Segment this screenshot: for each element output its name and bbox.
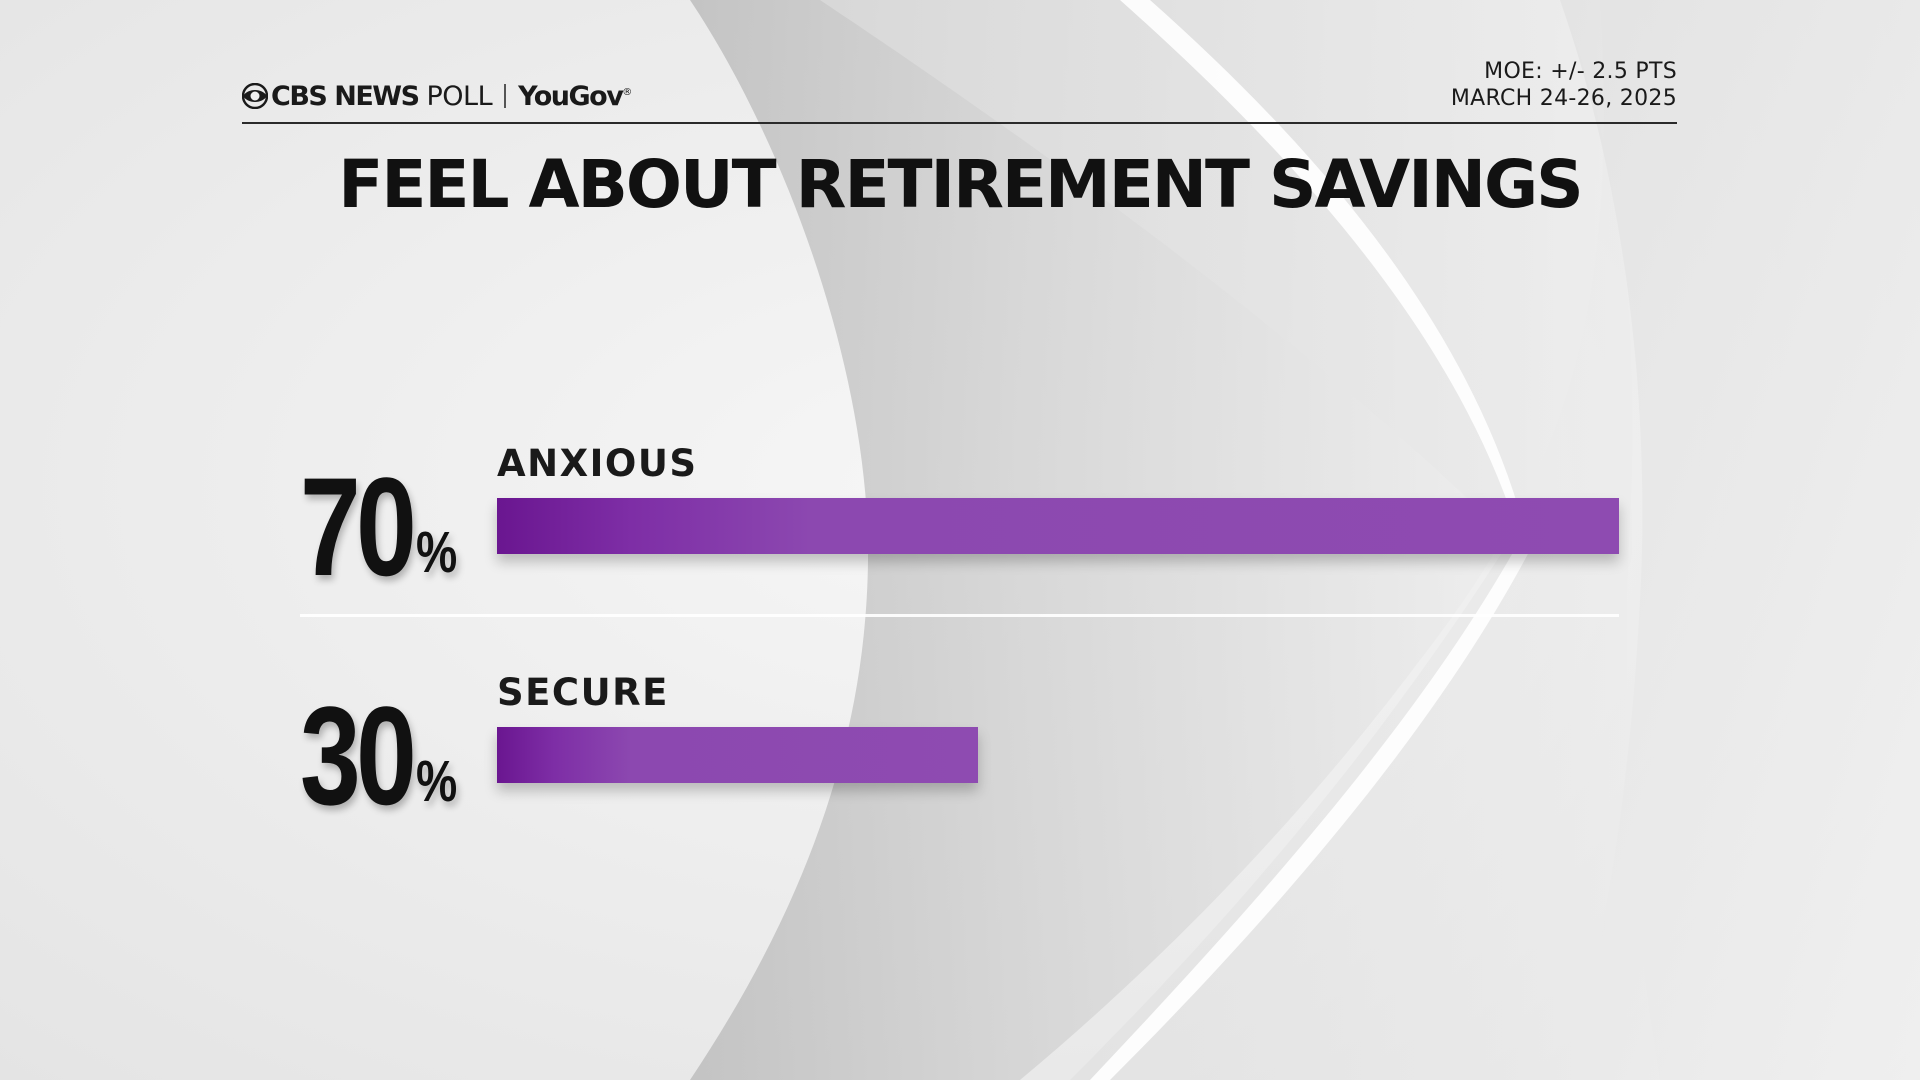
bar-label-secure: SECURE: [497, 671, 669, 714]
logo-separator: [504, 84, 507, 108]
row-divider: [300, 614, 1619, 617]
cbs-news-poll-logo: CBS NEWS POLL YouGov®: [242, 76, 632, 116]
cbs-eye-icon: [242, 83, 268, 109]
partner-registered-mark: ®: [622, 86, 633, 98]
bar-row-anxious: 70% ANXIOUS: [0, 442, 1920, 605]
bar-anxious: [497, 498, 1619, 554]
header-divider: [242, 122, 1677, 124]
percent-value-anxious: 70%: [300, 442, 467, 605]
poll-dates: MARCH 24-26, 2025: [1450, 86, 1677, 111]
bar-secure: [497, 727, 978, 783]
logo-partner-text: YouGov®: [518, 81, 632, 112]
percent-number-anxious: 70: [300, 448, 417, 605]
bar-track-secure: [497, 727, 1619, 783]
percent-sign-anxious: %: [415, 520, 457, 585]
poll-meta: MOE: +/- 2.5 PTS MARCH 24-26, 2025: [1451, 58, 1677, 112]
percent-sign-secure: %: [415, 749, 457, 814]
percent-value-secure: 30%: [300, 671, 467, 834]
bar-row-secure: 30% SECURE: [0, 671, 1920, 834]
chart-title: FEEL ABOUT RETIREMENT SAVINGS: [338, 146, 1583, 223]
margin-of-error: MOE: +/- 2.5 PTS: [1484, 59, 1677, 84]
partner-name: YouGov: [518, 80, 624, 112]
logo-poll-text: POLL: [426, 80, 493, 112]
bar-label-anxious: ANXIOUS: [497, 442, 698, 485]
logo-brand-text: CBS NEWS: [271, 80, 420, 112]
percent-number-secure: 30: [300, 677, 417, 834]
bar-track-anxious: [497, 498, 1619, 554]
